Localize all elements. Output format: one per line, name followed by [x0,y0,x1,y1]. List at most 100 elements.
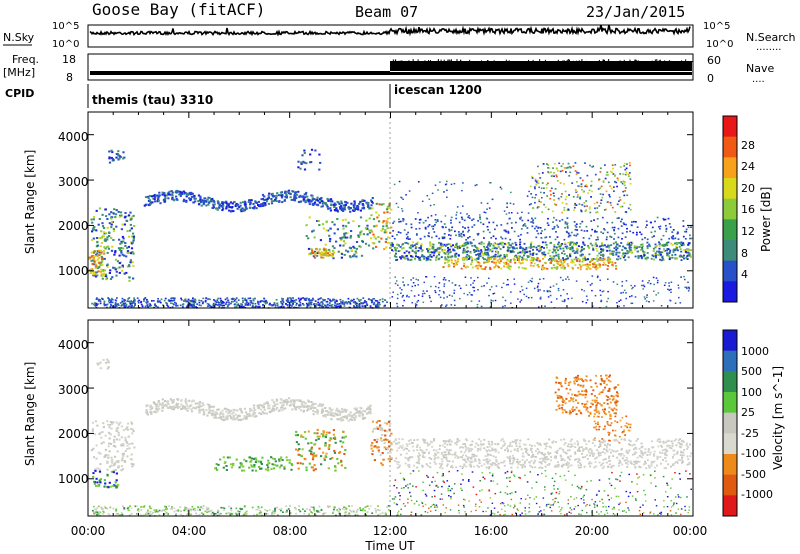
echo-cell [206,198,209,201]
echo-cell [168,190,171,193]
echo-cell [106,236,109,239]
echo-cell [126,444,129,447]
echo-cell [428,251,431,254]
echo-cell [331,221,334,224]
echo-cell [342,236,345,239]
echo-cell [525,251,528,254]
echo-cell [408,246,411,249]
echo-cell [227,204,230,207]
echo-cell [210,405,213,408]
echo-cell [103,479,106,482]
echo-cell [687,249,690,252]
echo-cell [336,303,339,305]
echo-cell [329,227,332,230]
echo-cell [435,256,438,259]
echo-cell [612,281,615,283]
echo-cell [259,467,262,470]
echo-cell [670,281,673,283]
echo-cell [561,218,564,221]
echo-cell [456,211,458,214]
echo-cell [208,200,211,203]
echo-cell [350,299,353,302]
echo-cell [186,405,189,407]
echo-cell [603,209,606,211]
echo-cell [96,258,99,261]
echo-cell [338,206,342,209]
echo-cell [594,231,596,233]
echo-cell [304,458,307,461]
echo-cell [556,180,559,182]
echo-cell [574,228,577,231]
echo-cell [307,430,310,433]
echo-cell [357,208,360,211]
echo-cell [228,206,231,209]
echo-cell [402,256,405,258]
echo-cell [339,244,342,247]
echo-cell [137,300,139,303]
echo-cell [623,181,626,183]
echo-cell [259,461,263,464]
echo-cell [488,277,490,280]
echo-cell [94,420,97,423]
echo-cell [485,252,488,254]
echo-cell [408,253,411,255]
echo-cell [522,257,525,260]
echo-cell [232,462,235,465]
echo-cell [292,302,294,304]
echo-cell [584,258,587,261]
echo-cell [581,220,584,223]
echo-cell [427,257,430,260]
echo-cell [467,230,469,233]
echo-cell [386,439,389,441]
echo-cell [467,242,470,245]
echo-cell [311,194,314,197]
echo-cell [608,244,611,247]
echo-cell [569,248,572,251]
echo-cell [226,415,229,418]
echo-cell [305,405,308,408]
echo-cell [562,163,564,165]
echo-cell [306,406,309,409]
echo-cell [612,242,615,245]
echo-cell [598,262,601,265]
echo-cell [575,223,578,226]
echo-cell [457,231,460,233]
echo-cell [497,243,500,246]
echo-cell [187,298,190,301]
echo-cell [549,290,552,293]
echo-cell [372,298,375,300]
echo-cell [313,198,316,201]
echo-cell [568,194,570,196]
echo-cell [535,258,538,261]
echo-cell [599,202,602,205]
echo-cell [253,412,256,415]
echo-cell [668,289,671,291]
echo-cell [147,305,149,308]
echo-cell [646,252,649,254]
echo-cell [101,270,104,272]
echo-cell [427,247,430,250]
echo-cell [206,403,209,406]
power-cbar-tick-20: 20 [741,182,755,195]
echo-cell [451,295,453,297]
echo-cell [248,456,251,459]
echo-cell [422,301,425,304]
echo-cell [557,287,560,290]
echo-cell [234,413,237,416]
echo-cell [605,190,608,193]
echo-cell [91,421,94,424]
echo-cell [102,231,106,234]
echo-cell [669,300,672,302]
echo-cell [556,260,559,263]
echo-cell [335,299,338,302]
echo-cell [474,184,477,187]
echo-cell [679,243,682,245]
echo-cell [114,455,117,458]
echo-cell [550,301,553,303]
echo-cell [158,301,160,303]
echo-cell [671,244,674,246]
echo-cell [299,194,302,197]
echo-cell [198,403,201,406]
echo-cell [355,304,358,307]
echo-cell [373,225,376,228]
